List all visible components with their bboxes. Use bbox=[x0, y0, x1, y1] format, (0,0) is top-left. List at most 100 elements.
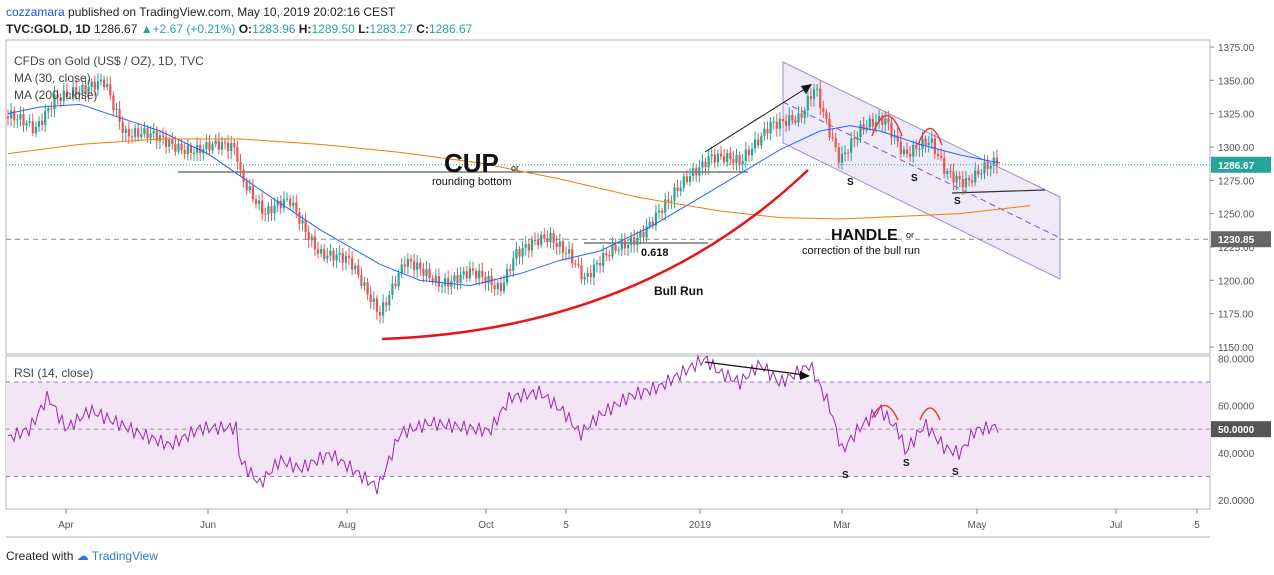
high-label: H: bbox=[298, 22, 312, 36]
candle-body bbox=[115, 108, 118, 110]
legend-rsi[interactable]: RSI (14, close) bbox=[14, 366, 94, 380]
candle-body bbox=[19, 114, 22, 120]
candle-body bbox=[794, 120, 797, 123]
candle-body bbox=[481, 270, 484, 277]
candle-body bbox=[825, 111, 828, 119]
candle-body bbox=[704, 161, 707, 168]
author-link[interactable]: cozzamara bbox=[6, 5, 65, 19]
price-tick-label: 1350.00 bbox=[1218, 76, 1255, 87]
legend-ma30[interactable]: MA (30, close) bbox=[14, 71, 91, 85]
candle-body bbox=[564, 252, 568, 254]
rsi-arrow-head bbox=[800, 371, 810, 380]
price-tick-label: 1375.00 bbox=[1218, 43, 1255, 54]
candle-body bbox=[967, 178, 971, 181]
candle-body bbox=[205, 142, 208, 150]
candle-body bbox=[558, 241, 561, 247]
candle-body bbox=[267, 206, 270, 215]
candle-body bbox=[140, 134, 143, 137]
candle-body bbox=[338, 252, 341, 255]
candle-body bbox=[413, 261, 416, 270]
candle-body bbox=[552, 233, 555, 243]
candle-body bbox=[81, 85, 84, 92]
rsi-swing-label: S bbox=[842, 470, 849, 481]
candle-body bbox=[757, 139, 760, 146]
candle-body bbox=[65, 90, 68, 97]
candle-body bbox=[620, 240, 623, 250]
candle-body bbox=[301, 220, 304, 224]
candle-body bbox=[735, 155, 738, 163]
time-tick-label: 5 bbox=[563, 520, 569, 531]
candle-body bbox=[254, 199, 258, 204]
candle-body bbox=[270, 206, 273, 214]
rsi-value-tag: 50.0000 bbox=[1218, 425, 1255, 436]
candle-body bbox=[251, 186, 254, 200]
candle-body bbox=[428, 268, 431, 279]
fib-label: 0.618 bbox=[641, 247, 669, 259]
candle-body bbox=[493, 285, 496, 290]
candle-body bbox=[974, 170, 977, 183]
candle-body bbox=[121, 121, 124, 133]
candle-body bbox=[803, 110, 806, 118]
candle-body bbox=[68, 96, 72, 98]
candle-body bbox=[905, 149, 909, 154]
candle-body bbox=[189, 145, 192, 153]
candle-body bbox=[84, 85, 87, 94]
candle-body bbox=[785, 121, 788, 126]
candle-body bbox=[351, 258, 354, 270]
candle-body bbox=[797, 113, 800, 123]
candle-body bbox=[360, 275, 363, 286]
time-tick-label: Apr bbox=[58, 520, 74, 531]
candle-body bbox=[980, 173, 983, 175]
candle-body bbox=[130, 136, 134, 138]
candle-body bbox=[878, 116, 881, 122]
candle-body bbox=[242, 169, 245, 182]
candle-body bbox=[871, 118, 874, 127]
price-tick-label: 1300.00 bbox=[1218, 143, 1255, 154]
candle-body bbox=[949, 170, 952, 172]
candle-body bbox=[754, 139, 757, 149]
footer: Created with ☁ TradingView bbox=[6, 549, 158, 563]
candle-body bbox=[611, 244, 614, 257]
candle-body bbox=[468, 268, 471, 279]
last-price: 1286.67 bbox=[94, 22, 138, 36]
candle-body bbox=[56, 94, 59, 98]
legend-ma200[interactable]: MA (200, close) bbox=[14, 88, 98, 102]
candle-body bbox=[478, 270, 481, 279]
rsi-tick-label: 60.0000 bbox=[1218, 402, 1255, 413]
candle-body bbox=[124, 129, 127, 133]
candle-body bbox=[496, 282, 499, 290]
candle-body bbox=[670, 200, 673, 202]
candle-body bbox=[726, 152, 729, 163]
candle-body bbox=[233, 143, 236, 148]
cup-label: CUP bbox=[444, 148, 499, 178]
candle-body bbox=[425, 268, 428, 276]
candle-body bbox=[695, 168, 698, 176]
price-arc-2 bbox=[917, 127, 943, 146]
rsi-tick-label: 80.0000 bbox=[1218, 354, 1255, 365]
candle-body bbox=[775, 121, 778, 129]
candle-body bbox=[701, 161, 704, 168]
candle-body bbox=[295, 202, 298, 213]
candle-body bbox=[363, 282, 366, 286]
candle-body bbox=[310, 236, 313, 241]
candle-body bbox=[651, 221, 654, 226]
price-pane-frame bbox=[5, 39, 1211, 355]
candle-body bbox=[915, 144, 918, 150]
candle-body bbox=[112, 95, 115, 110]
candle-body bbox=[930, 138, 933, 143]
footer-created: Created with bbox=[6, 549, 74, 563]
candle-body bbox=[577, 264, 580, 266]
last-price-box bbox=[1211, 156, 1271, 173]
footer-brand[interactable]: TradingView bbox=[91, 549, 158, 563]
candle-body bbox=[555, 242, 558, 247]
candle-body bbox=[279, 200, 282, 209]
candle-body bbox=[403, 264, 406, 267]
rsi-tick-label: 40.0000 bbox=[1218, 449, 1255, 460]
candle-body bbox=[896, 135, 899, 142]
candle-body bbox=[369, 294, 372, 302]
candle-body bbox=[617, 249, 620, 251]
candle-body bbox=[13, 110, 16, 121]
candle-body bbox=[698, 167, 701, 176]
candle-body bbox=[527, 244, 530, 251]
publish-line: cozzamara published on TradingView.com, … bbox=[6, 5, 395, 19]
